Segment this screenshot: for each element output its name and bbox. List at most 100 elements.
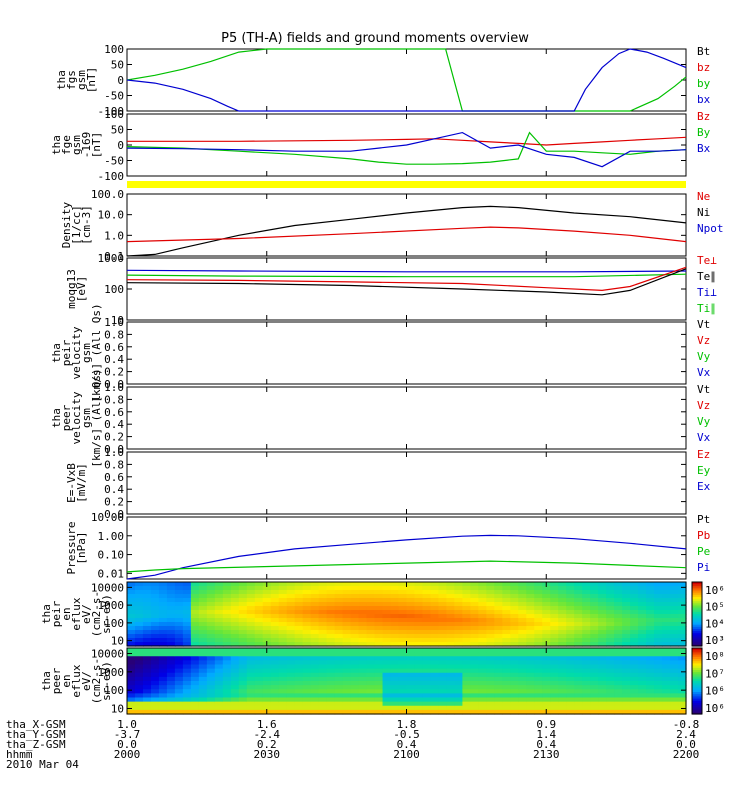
panel-ion_spec-cell xyxy=(646,590,655,595)
panel-ion_spec-cell xyxy=(398,586,408,591)
panel-elec_spec-cell xyxy=(398,705,408,711)
panel-elec_spec-cell xyxy=(678,660,687,666)
panel-ion_spec-cell xyxy=(206,590,216,595)
panel-ion_spec-cell xyxy=(230,618,240,623)
panel-elec_spec-cell xyxy=(302,648,312,653)
panel-ion_spec-cell xyxy=(150,642,160,647)
panel-ion_spec-cell xyxy=(342,634,352,639)
panel-ion_spec-cell xyxy=(206,594,216,599)
panel-elec_spec-cell xyxy=(310,689,320,694)
panel-ion_spec-cell xyxy=(638,634,647,639)
panel-elec_spec-colorbar-seg xyxy=(692,667,702,671)
panel-elec_spec-cell xyxy=(470,668,479,674)
panel-elec_spec-colorbar-seg xyxy=(692,670,702,673)
panel-ion_spec-cell xyxy=(127,614,136,619)
panel-ion_spec-cell xyxy=(438,594,448,599)
panel-ion_spec-cell xyxy=(478,622,487,627)
panel-ion_spec-cell xyxy=(598,606,607,611)
panel-ion_spec-cell xyxy=(654,614,663,619)
panel-ion_spec-cell xyxy=(454,614,463,619)
panel-ion_spec-cell xyxy=(374,622,384,627)
panel-elec_spec-cell xyxy=(470,656,479,661)
panel-ion_spec-cell xyxy=(438,634,448,639)
panel-ion_spec-cell xyxy=(358,598,368,603)
panel-ion_spec-cell xyxy=(422,594,432,599)
panel-ion_spec-cell xyxy=(302,630,312,635)
panel-ion_spec-cell xyxy=(470,598,479,603)
panel-elec_spec-cell xyxy=(454,652,463,657)
panel-ion_spec-cell xyxy=(286,606,296,611)
panel-ion_spec-cell xyxy=(134,626,144,631)
panel-elec_spec-cell xyxy=(318,693,328,699)
panel-elec_spec-cell xyxy=(454,697,463,703)
panel-ion_spec-cell xyxy=(606,582,615,587)
panel-elec_spec-cell xyxy=(542,685,551,690)
panel-ion_spec-cell xyxy=(550,630,559,635)
panel-ion_spec-cell xyxy=(646,630,655,635)
panel-elec_spec-cell xyxy=(222,697,232,703)
panel-elec_spec-cell xyxy=(670,689,679,694)
panel-elec_spec-cell xyxy=(606,701,615,707)
panel-elec_spec-cell xyxy=(358,660,368,666)
panel-elec_spec-cell xyxy=(406,701,416,707)
panel-elec_spec-cell xyxy=(270,656,280,661)
panel-elec_spec-cell xyxy=(302,672,312,678)
panel-elec_spec-cell xyxy=(478,660,487,666)
panel-elec_spec-colorbar-seg xyxy=(692,683,702,686)
panel-ion_spec-cell xyxy=(430,586,440,591)
panel-ion_spec-cell xyxy=(526,602,535,607)
panel-elec_spec-cell xyxy=(182,701,192,707)
panel-ion_spec-cell xyxy=(374,598,384,603)
panel-elec_spec-cell xyxy=(454,705,463,711)
panel-elec_spec-colorbar-seg xyxy=(692,663,702,667)
panel-ion_spec-cell xyxy=(350,594,360,599)
panel-elec_spec-cell xyxy=(374,701,384,707)
panel-elec_spec-cell xyxy=(606,685,615,690)
panel-ion_spec-cell xyxy=(134,618,144,623)
panel-pressure-ytick-label: 0.10 xyxy=(98,549,125,562)
panel-ion_spec-cell xyxy=(166,594,176,599)
panel-ion_spec-cell xyxy=(342,618,352,623)
panel-ion_spec-cell xyxy=(366,610,376,615)
panel-elec_spec-cell xyxy=(398,697,408,703)
panel-ion_spec-cell xyxy=(526,598,535,603)
panel-ion_spec-cell xyxy=(550,590,559,595)
panel-elec_spec-cell xyxy=(230,668,240,674)
panel-ion_spec-cell xyxy=(174,622,184,627)
panel-elec_spec-cell xyxy=(222,685,232,690)
panel-elec_spec-cell xyxy=(414,660,424,666)
panel-ion_spec-cell xyxy=(238,634,248,639)
panel-ion_spec-cell xyxy=(558,594,567,599)
panel-elec_spec-cell xyxy=(582,676,591,682)
panel-ion_spec-cell xyxy=(670,594,679,599)
panel-fge-ylabel: tha xyxy=(50,135,63,155)
panel-elec_spec-cell xyxy=(134,689,144,694)
panel-elec_spec-cell xyxy=(206,693,216,699)
panel-fge-ylabel: fge xyxy=(60,135,73,155)
panel-ion_spec-cell xyxy=(190,618,200,623)
panel-elec_spec-cell xyxy=(470,697,479,703)
panel-elec_spec-cell xyxy=(350,689,360,694)
panel-elec_spec-cell xyxy=(334,689,344,694)
panel-ion_spec-cell xyxy=(158,590,168,595)
panel-elec_spec-ytick-label: 1000 xyxy=(98,666,125,679)
panel-ion_spec-cell xyxy=(142,610,152,615)
panel-elec_spec-cell xyxy=(470,660,479,666)
panel-density-legend-0: Ne xyxy=(697,190,710,203)
panel-ion_spec-cell xyxy=(134,630,144,635)
panel-elec_spec-cell xyxy=(127,689,136,694)
panel-elec_spec-cell xyxy=(278,668,288,674)
panel-elec_spec-cell xyxy=(478,676,487,682)
panel-ion_spec-cell xyxy=(678,642,687,647)
panel-ion_spec-cell xyxy=(534,630,543,635)
panel-elec_spec-cell xyxy=(430,652,440,657)
panel-elec_spec-cell xyxy=(190,709,200,715)
panel-ion_spec-colorbar-seg xyxy=(692,622,702,626)
panel-ion_spec-cell xyxy=(614,622,623,627)
panel-elec_spec-colorbar-seg xyxy=(692,698,702,702)
panel-elec_spec-colorbar-tick: 10⁶ xyxy=(705,685,725,698)
panel-ion_spec-cell xyxy=(510,614,519,619)
panel-elec_spec-cell xyxy=(478,652,487,657)
panel-elec_spec-cell xyxy=(326,701,336,707)
panel-elec_spec-cell xyxy=(558,709,567,715)
